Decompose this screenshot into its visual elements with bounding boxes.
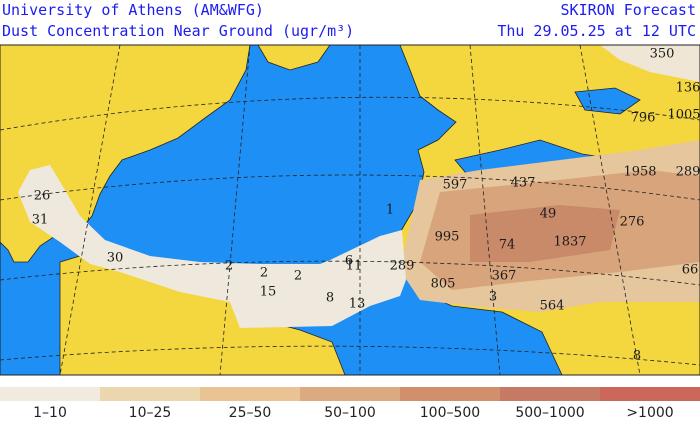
legend-label: >1000 bbox=[626, 405, 673, 421]
concentration-label: 2 bbox=[225, 259, 233, 274]
concentration-label: 597 bbox=[443, 178, 468, 193]
concentration-label: 350 bbox=[650, 47, 675, 62]
concentration-label: 564 bbox=[540, 299, 565, 314]
forecast-time: Thu 29.05.25 at 12 UTC bbox=[497, 22, 696, 40]
title: University of Athens (AM&WFG) bbox=[2, 1, 264, 19]
concentration-label: 13 bbox=[349, 297, 366, 312]
concentration-label: 437 bbox=[511, 176, 536, 191]
grid-line bbox=[0, 96, 700, 131]
legend-label: 1–10 bbox=[33, 405, 67, 421]
concentration-label: 367 bbox=[492, 269, 517, 284]
dust-plume bbox=[18, 165, 406, 328]
grid-line bbox=[0, 260, 700, 286]
map bbox=[0, 44, 700, 376]
concentration-label: 1 bbox=[386, 203, 394, 218]
legend-swatch bbox=[200, 387, 300, 401]
concentration-label: 2 bbox=[294, 269, 302, 284]
legend-label: 500–1000 bbox=[515, 405, 584, 421]
legend-swatch bbox=[0, 387, 100, 401]
concentration-label: 289 bbox=[676, 165, 700, 180]
concentration-label: 49 bbox=[540, 207, 557, 222]
concentration-label: 30 bbox=[107, 251, 124, 266]
concentration-label: 31 bbox=[32, 213, 49, 228]
subtitle: Dust Concentration Near Ground (ugr/m³) bbox=[2, 22, 354, 40]
concentration-label: 995 bbox=[435, 230, 460, 245]
concentration-label: 74 bbox=[499, 238, 516, 253]
concentration-label: 3 bbox=[489, 290, 497, 305]
legend-swatch bbox=[500, 387, 600, 401]
legend-swatch bbox=[100, 387, 200, 401]
forecast-name: SKIRON Forecast bbox=[561, 1, 696, 19]
legend-label: 10–25 bbox=[129, 405, 172, 421]
legend-swatch bbox=[400, 387, 500, 401]
concentration-label: 2 bbox=[260, 266, 268, 281]
concentration-label: 289 bbox=[390, 259, 415, 274]
grid-line bbox=[469, 44, 501, 376]
grid-line bbox=[219, 44, 251, 376]
legend-label: 100–500 bbox=[420, 405, 480, 421]
concentration-label: 8 bbox=[326, 291, 334, 306]
concentration-label: 26 bbox=[34, 189, 51, 204]
concentration-label: 11 bbox=[346, 259, 363, 274]
concentration-label: 1005 bbox=[667, 108, 700, 123]
concentration-label: 6 bbox=[345, 254, 353, 269]
concentration-label: 1837 bbox=[553, 235, 586, 250]
legend-swatch bbox=[600, 387, 700, 401]
legend-label: 50–100 bbox=[324, 405, 376, 421]
concentration-label: 276 bbox=[620, 215, 645, 230]
concentration-label: 66 bbox=[682, 263, 699, 278]
concentration-label: 796 bbox=[631, 111, 656, 126]
concentration-label: 136 bbox=[676, 81, 700, 96]
grid-line bbox=[0, 345, 700, 366]
concentration-label: 1958 bbox=[623, 165, 656, 180]
legend-label: 25–50 bbox=[229, 405, 272, 421]
concentration-label: 15 bbox=[260, 285, 277, 300]
legend-swatch bbox=[300, 387, 400, 401]
dust-sahara-max bbox=[470, 205, 620, 262]
dust-northeast bbox=[600, 45, 700, 82]
concentration-label: 8 bbox=[633, 349, 641, 364]
grid-line bbox=[0, 174, 700, 201]
map-frame bbox=[0, 44, 700, 376]
concentration-label: 805 bbox=[431, 277, 456, 292]
